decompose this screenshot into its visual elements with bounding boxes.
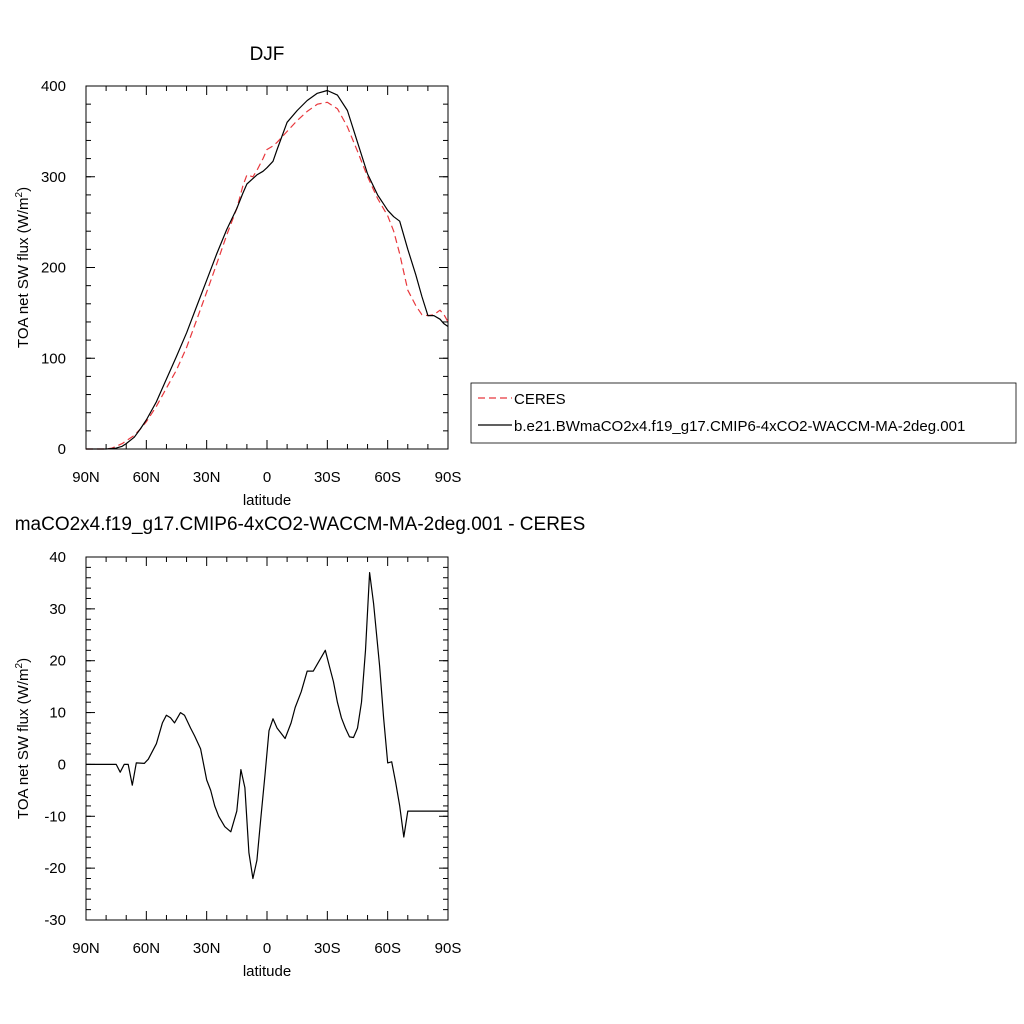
chart-title: maCO2x4.f19_g17.CMIP6-4xCO2-WACCM-MA-2de… (15, 514, 586, 535)
y-tick-label: 200 (41, 260, 66, 277)
y-tick-label: 0 (58, 756, 66, 773)
y-tick-label: -30 (44, 912, 66, 929)
axis-ticks: 90N 60N 30N 0 30S 60S 90S 0 100 200 300 400 (41, 78, 461, 486)
legend: CERES b.e21.BWmaCO2x4.f19_g17.CMIP6-4xCO… (470, 382, 1017, 444)
series-group (86, 571, 448, 880)
legend-entry-model: b.e21.BWmaCO2x4.f19_g17.CMIP6-4xCO2-WACC… (514, 418, 965, 435)
x-tick-label: 30N (193, 940, 221, 957)
axis-ticks: 90N 60N 30N 0 30S 60S 90S -30 -20 -10 0 10 20 30 40 (44, 549, 461, 957)
plot-frame (85, 556, 449, 921)
x-tick-label: 60S (374, 469, 401, 486)
x-axis-label: latitude (243, 492, 291, 509)
x-tick-label: 0 (263, 940, 271, 957)
chart-title: DJF (250, 44, 285, 65)
y-tick-label: 100 (41, 350, 66, 367)
chart-panel-difference: maCO2x4.f19_g17.CMIP6-4xCO2-WACCM-MA-2de… (14, 514, 585, 980)
y-tick-label: -10 (44, 808, 66, 825)
x-tick-label: 90S (435, 469, 462, 486)
y-tick-label: 20 (49, 653, 66, 670)
x-axis-label: latitude (243, 963, 291, 980)
x-tick-label: 30N (193, 469, 221, 486)
y-axis-label: TOA net SW flux (W/m2) (14, 658, 32, 819)
x-tick-label: 60S (374, 940, 401, 957)
y-tick-label: 400 (41, 78, 66, 95)
x-tick-label: 90N (72, 469, 100, 486)
y-tick-label: -20 (44, 860, 66, 877)
x-tick-label: 30S (314, 940, 341, 957)
x-tick-label: 90S (435, 940, 462, 957)
x-tick-label: 30S (314, 469, 341, 486)
x-tick-label: 60N (133, 940, 161, 957)
y-axis-label: TOA net SW flux (W/m2) (14, 187, 32, 348)
series-group (86, 89, 449, 450)
x-tick-label: 0 (263, 469, 271, 486)
y-tick-label: 40 (49, 549, 66, 566)
series-line-0 (86, 571, 448, 880)
x-tick-label: 60N (133, 469, 161, 486)
chart-panel-djf: DJF TOA net SW flux (W/m2) latitude 90N 6… (14, 44, 461, 509)
x-tick-label: 90N (72, 940, 100, 957)
y-tick-label: 30 (49, 601, 66, 618)
y-tick-label: 10 (49, 705, 66, 722)
legend-box (470, 382, 1017, 444)
legend-entry-ceres: CERES (514, 391, 566, 408)
series-line-1 (86, 89, 449, 450)
y-tick-label: 0 (58, 441, 66, 458)
y-tick-label: 300 (41, 169, 66, 186)
plot-frame (85, 85, 449, 450)
series-line-0 (86, 101, 449, 450)
